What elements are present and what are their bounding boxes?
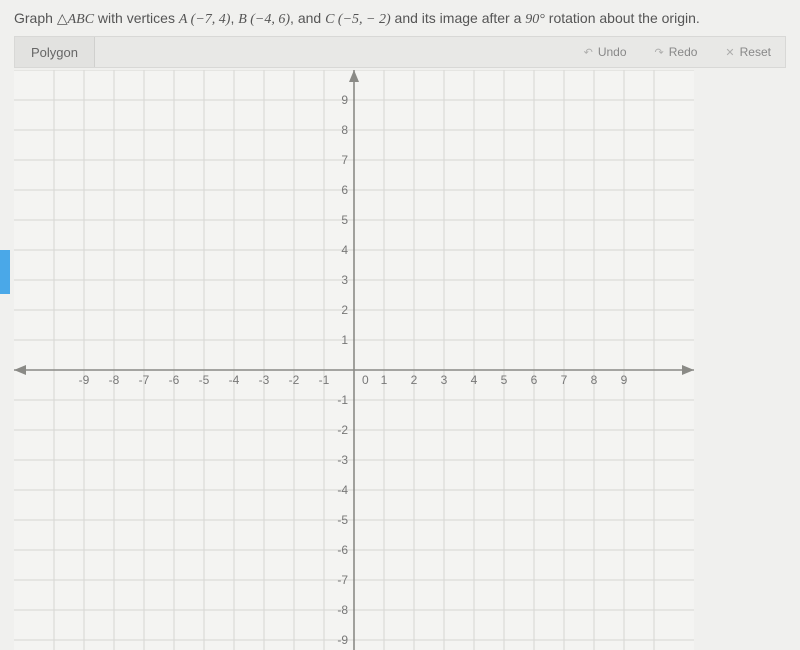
svg-text:2: 2 (411, 373, 418, 387)
svg-text:1: 1 (381, 373, 388, 387)
svg-text:6: 6 (341, 183, 348, 197)
close-icon: ✕ (725, 46, 734, 59)
svg-text:9: 9 (341, 93, 348, 107)
side-tab[interactable] (0, 250, 10, 294)
svg-text:9: 9 (621, 373, 628, 387)
triangle-name: ABC (68, 12, 94, 27)
svg-text:-8: -8 (337, 603, 348, 617)
svg-text:-3: -3 (337, 453, 348, 467)
svg-text:5: 5 (501, 373, 508, 387)
svg-text:8: 8 (591, 373, 598, 387)
svg-text:-8: -8 (109, 373, 120, 387)
text: , and (290, 10, 325, 26)
svg-text:4: 4 (341, 243, 348, 257)
text: with vertices (94, 10, 179, 26)
graph-canvas[interactable]: -9-8-7-6-5-4-3-2-11234567890123456789-1-… (14, 70, 786, 650)
svg-text:7: 7 (341, 153, 348, 167)
svg-text:-2: -2 (337, 423, 348, 437)
redo-label: Redo (669, 45, 698, 59)
text: Graph (14, 10, 57, 26)
svg-text:-7: -7 (139, 373, 150, 387)
svg-text:-9: -9 (79, 373, 90, 387)
svg-text:4: 4 (471, 373, 478, 387)
svg-text:2: 2 (341, 303, 348, 317)
svg-text:7: 7 (561, 373, 568, 387)
problem-statement: Graph △ABC with vertices A (−7, 4), B (−… (0, 0, 800, 36)
svg-text:-1: -1 (337, 393, 348, 407)
svg-text:-6: -6 (337, 543, 348, 557)
vertex-b: B (−4, 6) (238, 12, 290, 27)
undo-label: Undo (598, 45, 627, 59)
reset-label: Reset (740, 45, 771, 59)
svg-text:3: 3 (441, 373, 448, 387)
svg-text:3: 3 (341, 273, 348, 287)
text: rotation about the origin. (545, 10, 700, 26)
svg-text:-5: -5 (337, 513, 348, 527)
toolbar-spacer (95, 37, 570, 67)
rotation-angle: 90° (525, 12, 545, 27)
svg-text:1: 1 (341, 333, 348, 347)
svg-text:-5: -5 (199, 373, 210, 387)
svg-text:-9: -9 (337, 633, 348, 647)
toolbar: Polygon ↶ Undo ↷ Redo ✕ Reset (14, 36, 786, 68)
redo-button[interactable]: ↷ Redo (641, 37, 712, 67)
svg-text:-7: -7 (337, 573, 348, 587)
polygon-label: Polygon (31, 45, 78, 60)
svg-text:-3: -3 (259, 373, 270, 387)
svg-text:-1: -1 (319, 373, 330, 387)
svg-text:8: 8 (341, 123, 348, 137)
svg-text:5: 5 (341, 213, 348, 227)
vertex-a: A (−7, 4) (179, 12, 231, 27)
coordinate-grid[interactable]: -9-8-7-6-5-4-3-2-11234567890123456789-1-… (14, 70, 694, 650)
undo-button[interactable]: ↶ Undo (570, 37, 641, 67)
reset-button[interactable]: ✕ Reset (711, 37, 785, 67)
svg-text:-4: -4 (337, 483, 348, 497)
svg-text:6: 6 (531, 373, 538, 387)
text: and its image after a (391, 10, 526, 26)
triangle-symbol: △ (57, 12, 68, 27)
undo-icon: ↶ (584, 46, 593, 59)
vertex-c: C (−5, − 2) (325, 12, 391, 27)
svg-text:-2: -2 (289, 373, 300, 387)
svg-text:0: 0 (362, 373, 369, 387)
redo-icon: ↷ (655, 46, 664, 59)
polygon-tool-button[interactable]: Polygon (15, 37, 95, 67)
svg-text:-6: -6 (169, 373, 180, 387)
svg-text:-4: -4 (229, 373, 240, 387)
